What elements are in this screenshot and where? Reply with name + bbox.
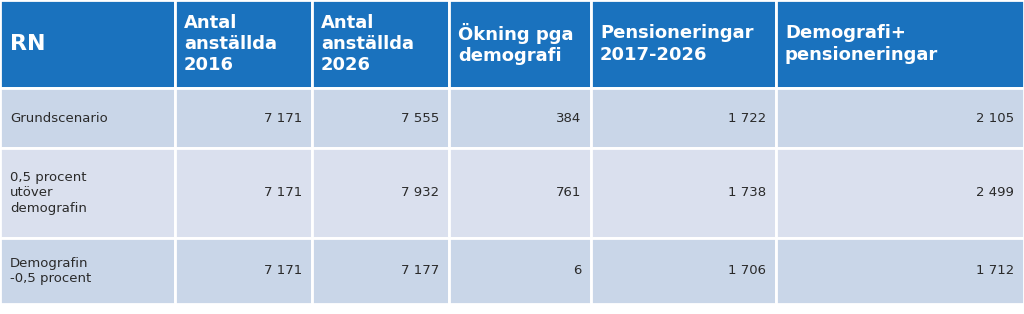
Bar xyxy=(312,148,449,238)
Bar xyxy=(591,238,776,304)
Text: 2 499: 2 499 xyxy=(976,187,1014,199)
Bar xyxy=(175,88,312,148)
Text: Grundscenario: Grundscenario xyxy=(10,111,108,124)
Bar xyxy=(776,88,1024,148)
Text: 7 555: 7 555 xyxy=(400,111,439,124)
Text: 384: 384 xyxy=(556,111,581,124)
Bar xyxy=(175,238,312,304)
Bar xyxy=(591,88,776,148)
Text: 7 177: 7 177 xyxy=(400,264,439,278)
Bar xyxy=(0,0,175,88)
Bar xyxy=(0,88,175,148)
Text: 0,5 procent
utöver
demografin: 0,5 procent utöver demografin xyxy=(10,171,87,215)
Text: RN: RN xyxy=(10,34,45,54)
Bar xyxy=(776,148,1024,238)
Text: Antal
anställda
2026: Antal anställda 2026 xyxy=(321,14,414,74)
Text: 761: 761 xyxy=(556,187,581,199)
Text: Ökning pga
demografi: Ökning pga demografi xyxy=(458,23,573,65)
Bar xyxy=(175,0,312,88)
Text: 1 722: 1 722 xyxy=(728,111,766,124)
Bar xyxy=(0,238,175,304)
Bar xyxy=(449,88,591,148)
Text: Pensioneringar
2017-2026: Pensioneringar 2017-2026 xyxy=(600,24,754,64)
Bar xyxy=(312,88,449,148)
Text: 7 171: 7 171 xyxy=(264,264,302,278)
Text: 2 105: 2 105 xyxy=(976,111,1014,124)
Bar xyxy=(449,238,591,304)
Text: 1 738: 1 738 xyxy=(728,187,766,199)
Text: Antal
anställda
2016: Antal anställda 2016 xyxy=(184,14,278,74)
Text: Demografi+
pensioneringar: Demografi+ pensioneringar xyxy=(785,24,938,64)
Bar xyxy=(591,148,776,238)
Bar xyxy=(776,238,1024,304)
Bar xyxy=(591,0,776,88)
Text: 1 706: 1 706 xyxy=(728,264,766,278)
Bar xyxy=(449,148,591,238)
Bar xyxy=(175,148,312,238)
Text: 7 932: 7 932 xyxy=(400,187,439,199)
Bar xyxy=(776,0,1024,88)
Text: 7 171: 7 171 xyxy=(264,111,302,124)
Bar xyxy=(0,148,175,238)
Bar xyxy=(312,238,449,304)
Text: Demografin
-0,5 procent: Demografin -0,5 procent xyxy=(10,257,91,285)
Text: 6: 6 xyxy=(572,264,581,278)
Text: 1 712: 1 712 xyxy=(976,264,1014,278)
Bar xyxy=(449,0,591,88)
Bar xyxy=(312,0,449,88)
Text: 7 171: 7 171 xyxy=(264,187,302,199)
